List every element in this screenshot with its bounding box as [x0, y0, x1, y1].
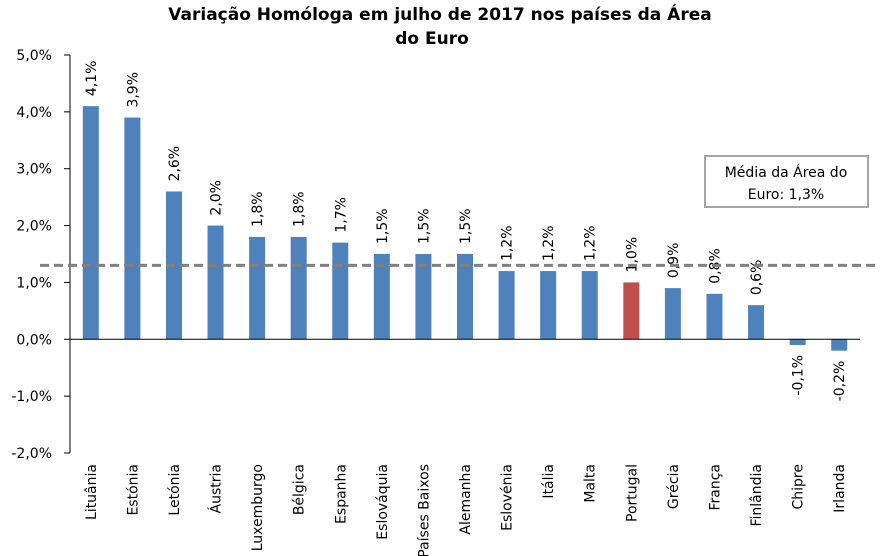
data-label-1: 3,9%: [125, 72, 141, 108]
bar-5: [290, 236, 307, 340]
bar-8: [415, 254, 432, 340]
category-label-12: Malta: [583, 464, 599, 503]
data-labels: 4,1% 3,9% 2,6% 2,0% 1,8% 1,8% 1,7% 1,5% 1,5% 1,5%…: [84, 61, 848, 402]
data-label-6: 1,7%: [333, 197, 349, 233]
category-label-5: Bélgica: [292, 464, 308, 515]
bar-1: [124, 117, 141, 340]
bar-11: [540, 271, 557, 340]
category-label-13: Portugal: [624, 464, 640, 522]
category-labels: Lituânia Estónia Letónia Áustria Luxemburgo B…: [84, 464, 848, 556]
y-axis-ticks: 5,0% 4,0% 3,0% 2,0% 1,0% 0,0% -1,0% -2,0%: [11, 48, 70, 462]
bar-13: [623, 282, 640, 340]
category-label-9: Alemanha: [458, 464, 474, 535]
y-tick-label: 3,0%: [16, 162, 52, 178]
data-label-13: 1,0%: [624, 237, 640, 273]
category-label-6: Espanha: [333, 464, 349, 524]
y-tick-label: 4,0%: [16, 105, 52, 121]
bar-18: [831, 339, 848, 351]
data-label-8: 1,5%: [416, 208, 432, 244]
bar-4: [249, 236, 266, 340]
category-label-16: Finlândia: [749, 464, 765, 527]
category-label-8: Países Baixos: [416, 464, 432, 556]
bar-17: [789, 339, 806, 345]
category-label-1: Estónia: [125, 464, 141, 516]
data-label-10: 1,2%: [500, 225, 516, 261]
category-label-17: Chipre: [791, 464, 807, 510]
category-label-15: França: [707, 464, 723, 511]
data-label-16: 0,6%: [749, 260, 765, 296]
data-label-2: 2,6%: [167, 146, 183, 182]
y-tick-label: 2,0%: [16, 219, 52, 235]
annotation-box: [704, 155, 869, 208]
category-label-18: Irlanda: [832, 464, 848, 513]
category-label-4: Luxemburgo: [250, 464, 266, 551]
chart-title-line-2: do Euro: [395, 29, 469, 49]
data-label-9: 1,5%: [458, 208, 474, 244]
data-label-3: 2,0%: [209, 180, 225, 216]
category-label-11: Itália: [541, 464, 557, 499]
annotation-line-2: Euro: 1,3%: [748, 187, 824, 203]
bar-10: [498, 271, 515, 340]
bar-3: [207, 225, 224, 340]
y-tick-label: -1,0%: [11, 389, 52, 405]
chart-title-line-1: Variação Homóloga em julho de 2017 nos p…: [168, 3, 711, 25]
data-label-18: -0,2%: [832, 361, 848, 402]
category-label-7: Eslováquia: [375, 464, 391, 540]
bar-9: [457, 254, 473, 340]
data-label-7: 1,5%: [375, 208, 391, 244]
bar-15: [706, 293, 723, 340]
average-annotation: Média da Área do Euro: 1,3%: [704, 155, 869, 208]
data-label-14: 0,9%: [666, 243, 682, 279]
bar-6: [332, 242, 349, 340]
y-tick-label: -2,0%: [11, 446, 52, 462]
bars: [82, 106, 848, 351]
bar-7: [373, 254, 390, 340]
bar-14: [664, 288, 681, 340]
category-label-3: Áustria: [208, 464, 225, 513]
category-label-0: Lituânia: [84, 464, 100, 520]
bar-12: [581, 271, 598, 340]
data-label-5: 1,8%: [292, 191, 308, 227]
bar-0: [82, 106, 99, 340]
category-label-14: Grécia: [666, 464, 682, 509]
y-tick-label: 1,0%: [16, 275, 52, 291]
category-label-10: Eslovénia: [500, 464, 516, 531]
data-label-17: -0,1%: [791, 355, 807, 396]
data-label-12: 1,2%: [583, 225, 599, 261]
annotation-line-1: Média da Área do: [725, 164, 848, 181]
y-tick-label: 0,0%: [16, 332, 52, 348]
data-label-0: 4,1%: [84, 61, 100, 97]
y-tick-label: 5,0%: [16, 48, 52, 64]
data-label-4: 1,8%: [250, 191, 266, 227]
category-label-2: Letónia: [167, 464, 183, 516]
bar-16: [748, 305, 765, 340]
data-label-11: 1,2%: [541, 225, 557, 261]
